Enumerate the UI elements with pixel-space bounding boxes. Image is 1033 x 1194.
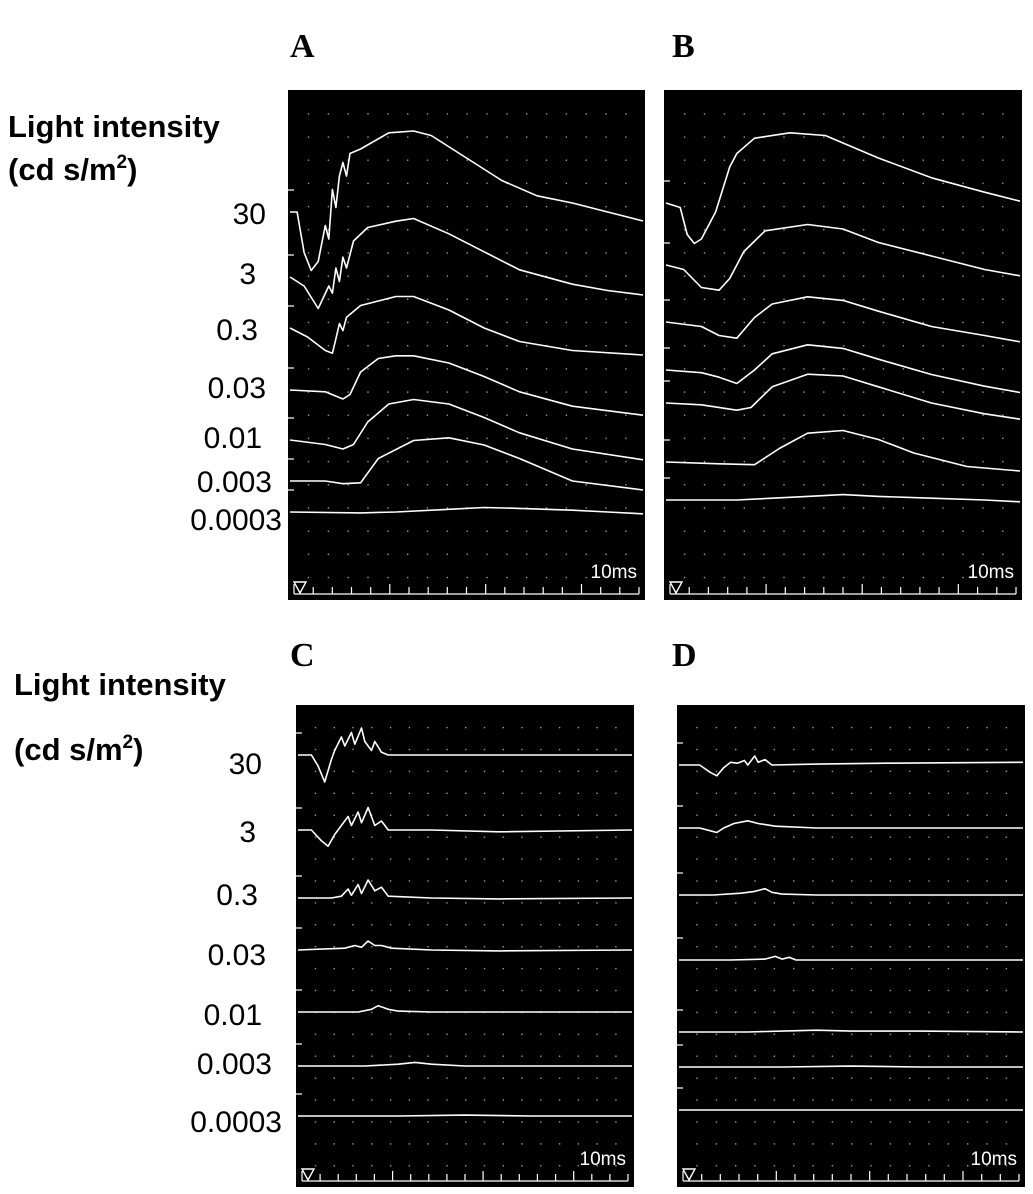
intensity-label: 0.3 xyxy=(216,314,258,347)
intensity-label: 0.0003 xyxy=(190,1106,282,1139)
intensity-label: 30 xyxy=(229,748,262,781)
time-axis-ticks xyxy=(669,584,1017,595)
erg-trace-3 xyxy=(298,806,633,847)
intensity-label: 0.01 xyxy=(204,422,262,455)
panel-label-c: C xyxy=(290,637,315,674)
scale-bar-label: 10ms xyxy=(968,562,1014,583)
stimulus-onset-icon xyxy=(668,581,684,595)
erg-trace-30 xyxy=(298,727,632,783)
panel-a: 10ms xyxy=(288,90,645,600)
erg-trace-0-3 xyxy=(298,879,633,900)
intensity-label: 0.01 xyxy=(204,999,262,1032)
erg-trace-0-3 xyxy=(665,296,1021,343)
intensity-header-unit: (cd s/m2) xyxy=(8,152,137,187)
erg-trace-0-003 xyxy=(679,1065,1023,1068)
stimulus-onset-icon xyxy=(292,581,308,595)
panel-label-d: D xyxy=(672,637,697,674)
grid-dots xyxy=(683,113,1004,579)
erg-trace-0-03 xyxy=(297,940,633,952)
scale-bar-label: 10ms xyxy=(591,562,637,583)
time-axis-ticks xyxy=(293,584,640,595)
panel-d: 10ms xyxy=(677,705,1025,1187)
erg-trace-0-0003 xyxy=(289,506,644,515)
erg-trace-0-0003 xyxy=(666,493,1021,503)
erg-trace-30 xyxy=(665,132,1021,245)
intensity-label: 3 xyxy=(239,816,256,849)
erg-trace-0-03 xyxy=(665,344,1021,394)
intensity-header-title: Light intensity xyxy=(8,109,221,144)
intensity-label: 0.0003 xyxy=(190,504,282,537)
panel-label-b: B xyxy=(672,28,695,65)
intensity-label: 0.003 xyxy=(197,466,272,499)
erg-trace-0-01 xyxy=(298,1004,632,1013)
scale-bar-label: 10ms xyxy=(580,1149,626,1170)
time-axis-ticks xyxy=(682,1171,1020,1182)
erg-trace-30 xyxy=(679,755,1024,777)
erg-trace-3 xyxy=(665,223,1021,291)
erg-trace-0-003 xyxy=(665,429,1021,472)
erg-trace-0-01 xyxy=(289,398,644,461)
intensity-label: 0.03 xyxy=(208,372,266,405)
scale-bar-label: 10ms xyxy=(971,1149,1017,1170)
erg-trace-0-3 xyxy=(679,887,1023,896)
erg-trace-0-3 xyxy=(289,295,644,356)
erg-trace-0-01 xyxy=(665,373,1021,420)
erg-trace-0-01 xyxy=(679,1029,1024,1033)
panel-b: 10ms xyxy=(664,90,1022,600)
panel-c: 10ms xyxy=(296,705,634,1187)
erg-trace-3 xyxy=(289,217,644,310)
intensity-header-unit-bottom: (cd s/m2) xyxy=(14,732,143,767)
time-axis-ticks xyxy=(301,1171,629,1182)
intensity-labels-bottom: 30 3 0.3 0.03 0.01 0.003 0.0003 xyxy=(190,748,282,1139)
intensity-label: 0.03 xyxy=(208,939,266,972)
erg-trace-0-0003 xyxy=(298,1114,632,1117)
intensity-label: 0.3 xyxy=(216,879,258,912)
intensity-label: 0.003 xyxy=(197,1048,272,1081)
erg-trace-3 xyxy=(679,820,1023,834)
erg-trace-0-003 xyxy=(298,1061,632,1067)
erg-trace-30 xyxy=(290,130,644,272)
erg-trace-0-03 xyxy=(289,355,644,416)
panel-label-a: A xyxy=(290,28,315,65)
grid-dots xyxy=(696,726,1008,1167)
intensity-label: 30 xyxy=(233,198,266,231)
intensity-header-title-bottom: Light intensity xyxy=(14,667,227,702)
intensity-labels-top: 30 3 0.3 0.03 0.01 0.003 0.0003 xyxy=(190,198,282,537)
erg-trace-0-03 xyxy=(679,955,1023,961)
stimulus-onset-icon xyxy=(681,1168,697,1182)
stimulus-onset-icon xyxy=(300,1168,316,1182)
erg-trace-0-003 xyxy=(290,437,644,491)
grid-dots xyxy=(307,113,627,579)
intensity-label: 3 xyxy=(239,258,256,291)
